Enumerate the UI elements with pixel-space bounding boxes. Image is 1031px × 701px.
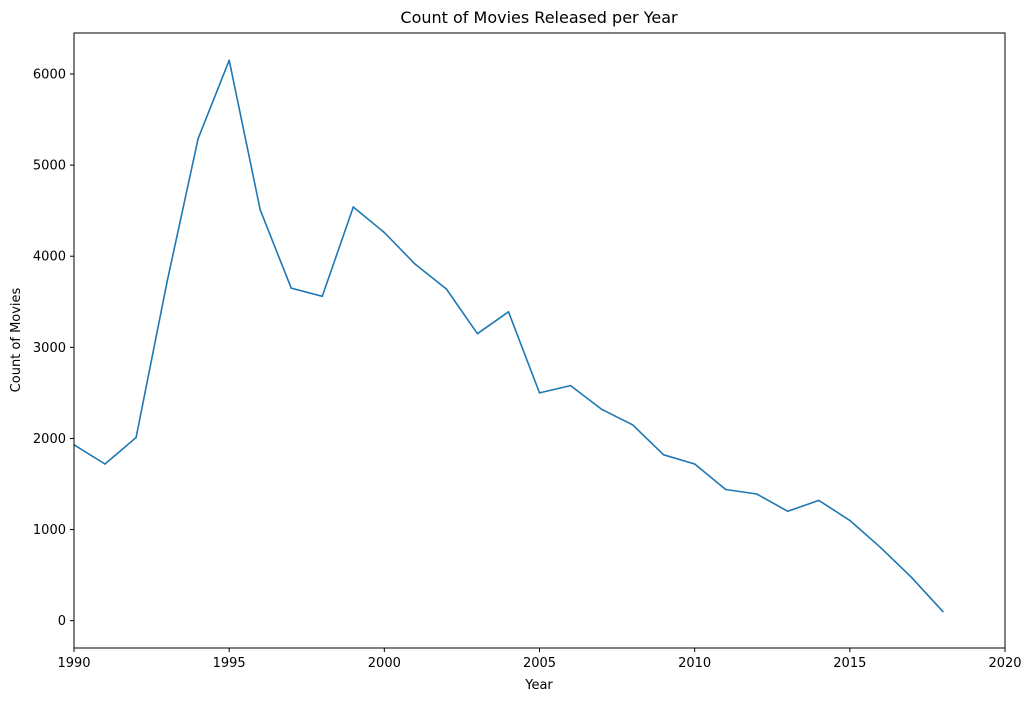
x-tick-label: 2010 — [678, 656, 711, 671]
data-point — [259, 209, 262, 211]
y-axis-label: Count of Movies — [9, 287, 24, 392]
data-point — [787, 510, 789, 513]
data-point — [445, 288, 448, 290]
data-point — [321, 295, 324, 298]
y-tick-label: 1000 — [33, 523, 66, 538]
data-point — [849, 519, 851, 522]
data-point — [476, 332, 479, 335]
data-point — [818, 499, 820, 502]
data-point — [197, 137, 199, 140]
y-tick-label: 3000 — [33, 341, 66, 356]
x-tick-label: 1995 — [213, 656, 246, 671]
data-point — [383, 231, 386, 234]
data-point — [166, 280, 168, 283]
y-tick-label: 5000 — [33, 159, 66, 174]
data-point — [135, 436, 137, 439]
series-line-0 — [73, 59, 944, 613]
data-point — [538, 392, 541, 394]
x-tick-label: 2020 — [988, 656, 1021, 671]
data-point — [724, 488, 727, 491]
data-point — [569, 384, 572, 387]
x-axis: 1990 1995 2000 2005 2010 2015 2020 — [57, 648, 1022, 671]
data-point — [942, 610, 944, 613]
x-tick-label: 2005 — [523, 656, 556, 671]
data-point — [414, 263, 417, 266]
y-tick-label: 2000 — [33, 432, 66, 447]
data-point — [693, 463, 696, 465]
x-tick-label: 2000 — [368, 656, 401, 671]
data-point — [600, 408, 603, 411]
chart-title: Count of Movies Released per Year — [400, 8, 678, 27]
y-axis: 0 1000 2000 3000 4000 5000 6000 — [33, 68, 74, 629]
plot-area — [73, 59, 944, 613]
data-point — [352, 206, 355, 208]
data-point — [662, 454, 665, 456]
data-point — [631, 424, 634, 426]
y-tick-label: 6000 — [33, 68, 66, 83]
data-point — [290, 287, 293, 289]
data-point — [911, 577, 913, 579]
y-tick-label: 0 — [58, 614, 66, 629]
y-tick-label: 4000 — [33, 250, 66, 265]
x-axis-label: Year — [524, 678, 553, 693]
data-point — [228, 59, 230, 62]
data-point — [507, 311, 510, 313]
plot-frame — [73, 32, 1006, 649]
data-point — [880, 547, 882, 549]
data-point — [755, 493, 758, 495]
x-tick-label: 1990 — [57, 656, 90, 671]
data-point — [104, 463, 106, 465]
x-tick-label: 2015 — [833, 656, 866, 671]
